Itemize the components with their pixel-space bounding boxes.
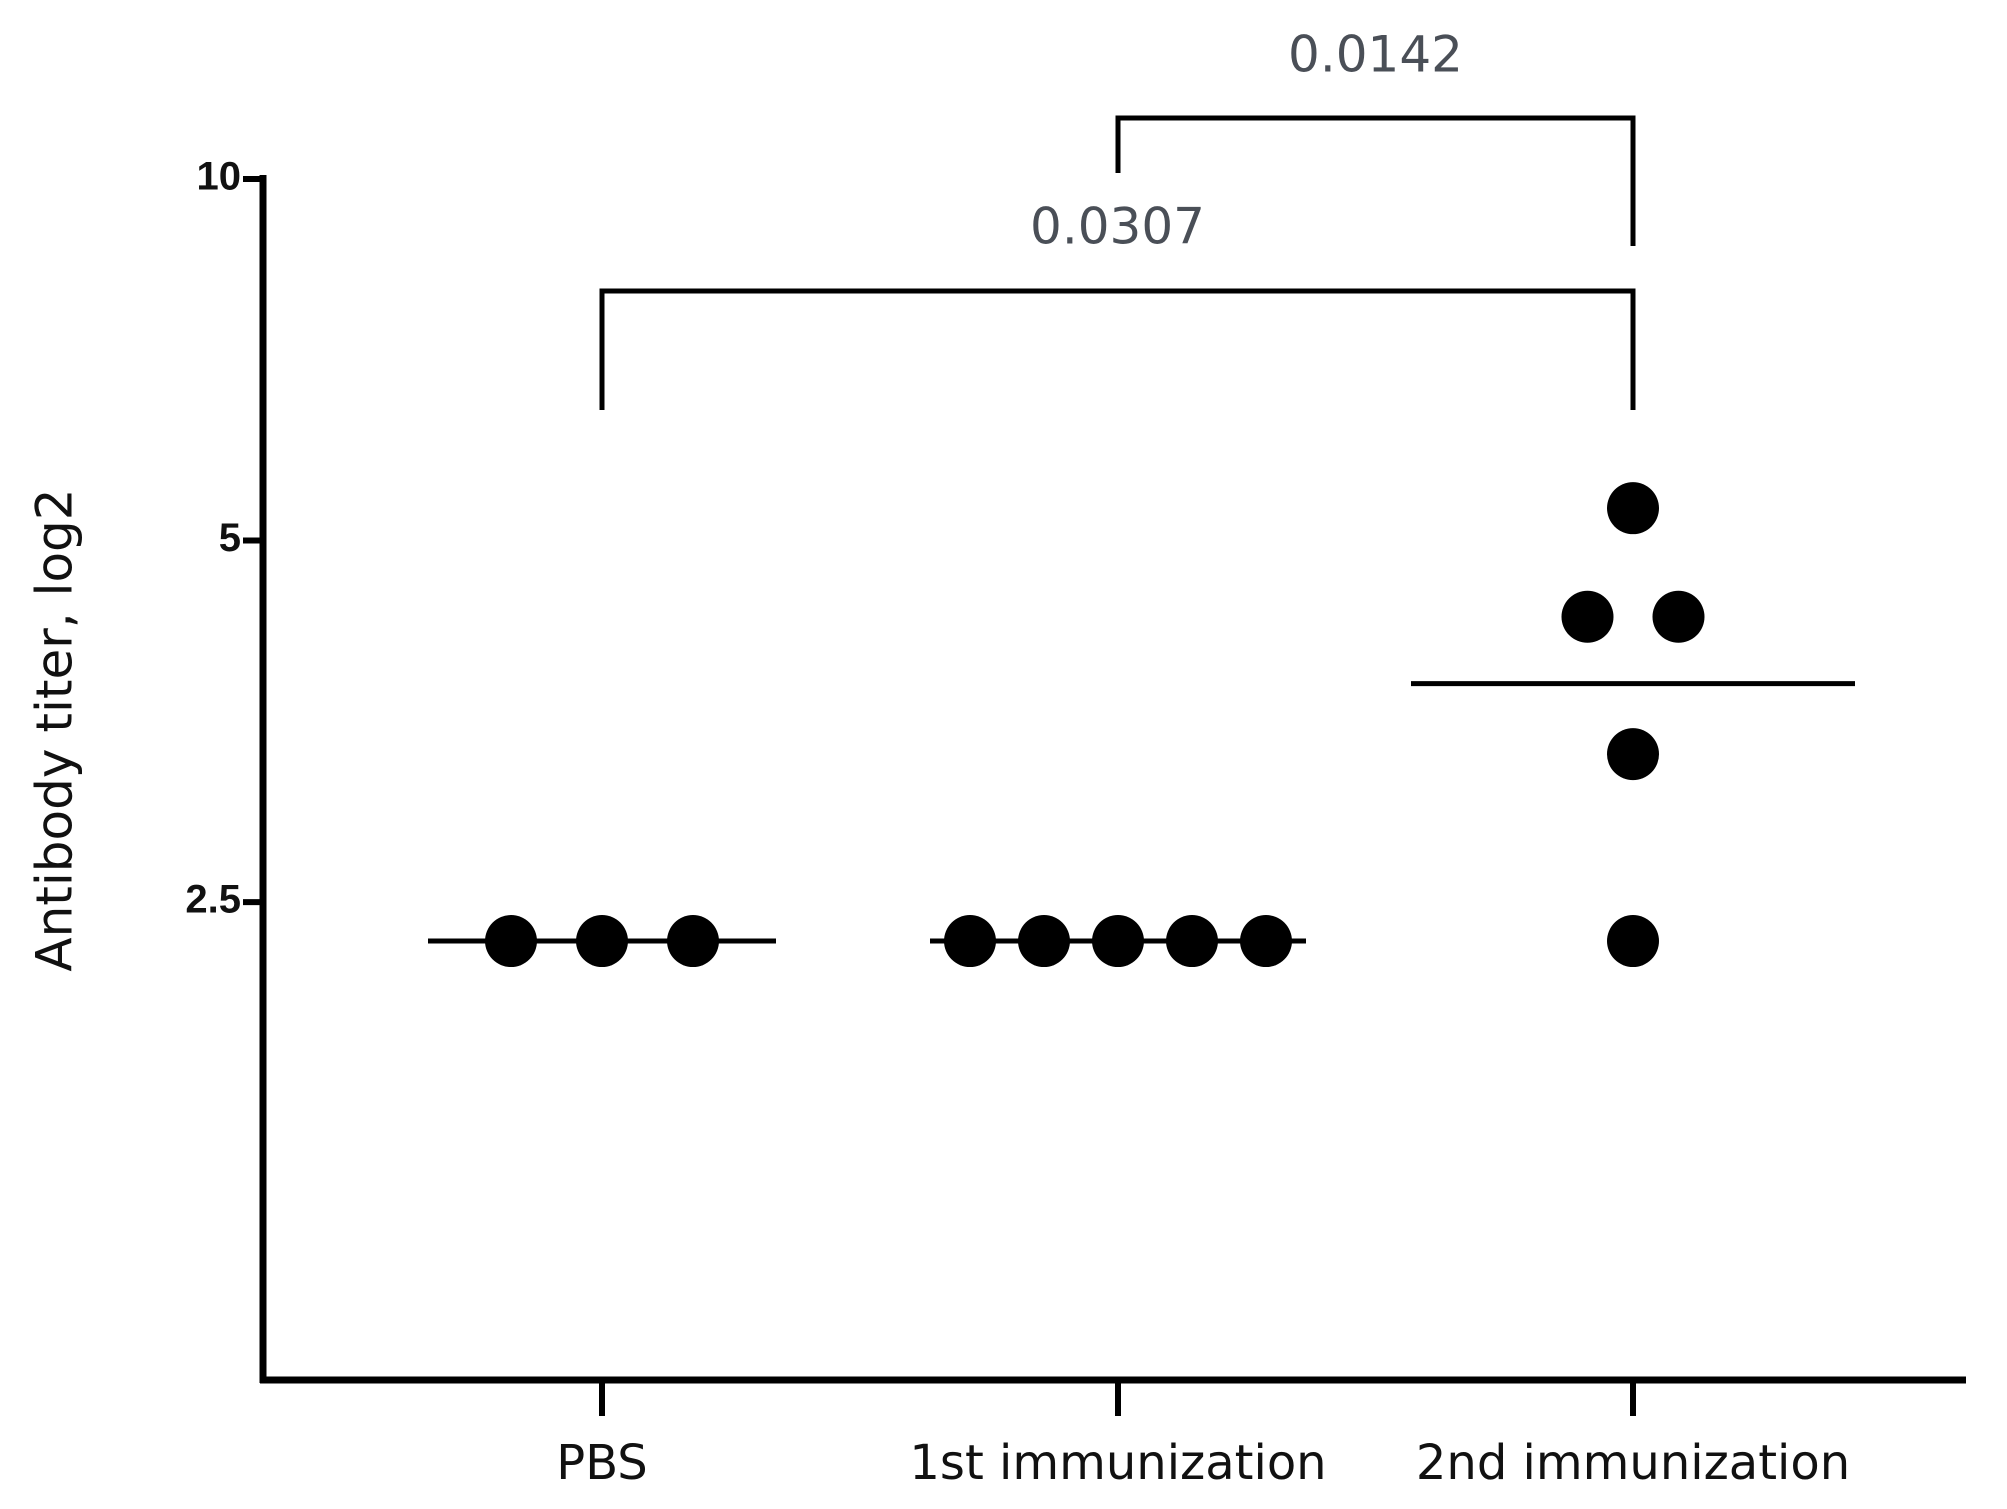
- bracket: [599, 288, 1636, 410]
- data-point: [944, 915, 996, 968]
- data-point: [576, 915, 628, 968]
- data-point: [667, 915, 719, 968]
- y-tick-label: 10: [197, 155, 242, 199]
- x-tick-label: PBS: [556, 1435, 648, 1491]
- p-value-label: 0.0142: [1288, 26, 1463, 84]
- x-tick-label: 2nd immunization: [1416, 1435, 1850, 1491]
- data-point: [1561, 590, 1614, 643]
- data-point: [1092, 915, 1144, 968]
- data-point: [1607, 915, 1659, 968]
- y-tick-label: 2.5: [185, 878, 241, 922]
- data-point: [1607, 728, 1659, 781]
- data-point: [1652, 590, 1705, 643]
- data-point: [1240, 915, 1292, 968]
- y-axis-title: Antibody titer, log2: [26, 488, 84, 971]
- x-tick-label: 1st immunization: [909, 1435, 1326, 1491]
- y-tick-label: 5: [219, 516, 241, 560]
- data-point: [1166, 915, 1218, 968]
- p-value-label: 0.0307: [1030, 198, 1205, 256]
- data-point: [1607, 482, 1659, 535]
- data-point: [1018, 915, 1070, 968]
- data-point: [485, 915, 537, 968]
- bracket: [1115, 115, 1636, 246]
